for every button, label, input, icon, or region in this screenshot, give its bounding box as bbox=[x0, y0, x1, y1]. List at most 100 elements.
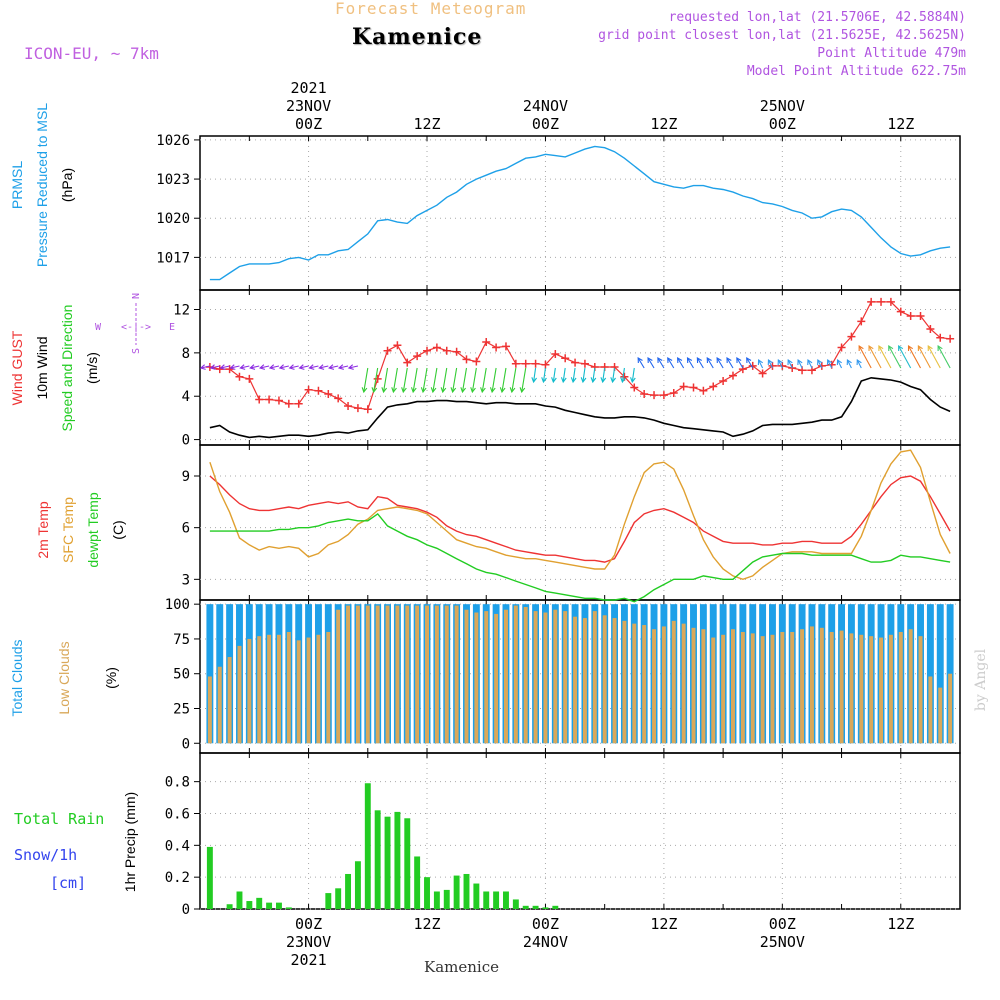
gust-marker bbox=[482, 338, 491, 347]
time-label-bottom: 00Z bbox=[295, 915, 322, 933]
gust-marker bbox=[353, 404, 362, 413]
bar-low-clouds bbox=[612, 618, 617, 744]
wind-arrow bbox=[452, 367, 458, 393]
gust-marker bbox=[492, 343, 501, 352]
bar-low-clouds bbox=[632, 623, 637, 744]
bar-low-clouds bbox=[385, 605, 390, 744]
wind-arrowhead bbox=[519, 387, 526, 394]
precip-unit-label: [cm] bbox=[50, 874, 86, 892]
wind-arrow bbox=[736, 357, 744, 369]
gust-marker bbox=[452, 347, 461, 356]
bar-low-clouds bbox=[770, 634, 775, 744]
bar-low-clouds bbox=[454, 605, 459, 744]
wind-arrowhead bbox=[630, 377, 636, 384]
bar-low-clouds bbox=[849, 633, 854, 744]
bar-low-clouds bbox=[286, 631, 291, 744]
wind-arrowhead bbox=[288, 364, 295, 370]
series-dewpt-temp bbox=[209, 512, 951, 603]
bar-precip bbox=[266, 902, 273, 909]
wind-arrowhead bbox=[927, 344, 933, 352]
bar-low-clouds bbox=[257, 636, 262, 744]
wind-arrowhead bbox=[878, 344, 884, 352]
gust-marker bbox=[501, 342, 510, 351]
bar-precip bbox=[236, 891, 243, 909]
wind-arrow bbox=[240, 365, 250, 369]
bar-low-clouds bbox=[247, 638, 252, 744]
wind-arrow bbox=[726, 357, 734, 369]
bar-precip bbox=[325, 893, 332, 909]
gust-marker bbox=[363, 405, 372, 414]
wind-arrow bbox=[491, 367, 497, 393]
gust-marker bbox=[245, 374, 254, 383]
chart-subtitle: Forecast Meteogram bbox=[335, 0, 527, 18]
gust-marker bbox=[640, 390, 649, 399]
wind-arrow bbox=[908, 345, 922, 369]
wind-arrowhead bbox=[637, 357, 643, 364]
gust-marker bbox=[344, 401, 353, 410]
y-tick-label: 25 bbox=[173, 701, 190, 717]
panel-frame-clouds bbox=[199, 599, 961, 754]
panel-label: Speed and Direction bbox=[59, 305, 75, 432]
bar-low-clouds bbox=[513, 605, 518, 744]
wind-arrowhead bbox=[371, 387, 378, 394]
bar-low-clouds bbox=[948, 673, 953, 744]
wind-arrowhead bbox=[736, 357, 742, 364]
gust-marker bbox=[867, 297, 876, 306]
gust-marker bbox=[403, 358, 412, 367]
y-tick-label: 6 bbox=[182, 521, 190, 537]
panel-label: PRMSL bbox=[9, 161, 25, 209]
gust-marker bbox=[886, 297, 895, 306]
panel-label: (C) bbox=[110, 520, 126, 539]
wind-arrowhead bbox=[509, 387, 516, 394]
wind-arrowhead bbox=[716, 357, 722, 364]
bar-low-clouds bbox=[504, 609, 508, 744]
location-title: Kamenice bbox=[352, 24, 483, 50]
precip-total-label: Total Rain bbox=[14, 810, 104, 828]
bar-low-clouds bbox=[721, 634, 726, 744]
wind-arrowhead bbox=[420, 387, 427, 394]
gust-marker bbox=[423, 346, 432, 355]
wind-arrowhead bbox=[229, 364, 236, 370]
bar-low-clouds bbox=[701, 629, 706, 744]
wind-arrow bbox=[461, 367, 468, 393]
bar-low-clouds bbox=[809, 626, 814, 744]
gust-marker bbox=[541, 360, 550, 369]
bar-low-clouds bbox=[602, 615, 607, 744]
wind-arrowhead bbox=[541, 377, 547, 384]
wind-arrow bbox=[289, 365, 299, 369]
wind-arrow bbox=[858, 345, 872, 369]
time-label-top: 12Z bbox=[650, 115, 677, 133]
series-prmsl bbox=[209, 145, 951, 281]
bar-low-clouds bbox=[731, 629, 735, 744]
bar-low-clouds bbox=[533, 611, 538, 744]
wind-arrow bbox=[200, 365, 210, 369]
time-label-top: 00Z bbox=[532, 115, 559, 133]
gust-marker bbox=[847, 332, 856, 341]
wind-arrow bbox=[927, 345, 941, 369]
bar-low-clouds bbox=[829, 631, 834, 744]
bar-precip bbox=[345, 873, 352, 909]
requested-coords: requested lon,lat (21.5706E, 42.5884N) bbox=[668, 10, 966, 25]
wind-arrowhead bbox=[600, 377, 607, 384]
gust-marker bbox=[877, 297, 886, 306]
wind-arrowhead bbox=[767, 358, 773, 366]
bar-precip bbox=[414, 856, 421, 909]
y-tick-label: 1026 bbox=[156, 133, 190, 149]
time-label-bottom: 00Z bbox=[532, 915, 559, 933]
bar-low-clouds bbox=[563, 611, 568, 744]
wind-arrow bbox=[856, 359, 862, 369]
gust-marker bbox=[235, 372, 244, 381]
wind-arrow bbox=[299, 365, 309, 369]
wind-arrowhead bbox=[937, 344, 943, 352]
panel-label: Wind GUST bbox=[9, 330, 25, 405]
wind-arrowhead bbox=[318, 364, 325, 370]
time-label-bottom: 12Z bbox=[413, 915, 440, 933]
wind-arrowhead bbox=[846, 358, 852, 366]
bar-low-clouds bbox=[750, 633, 755, 744]
bar-low-clouds bbox=[879, 637, 884, 744]
wind-arrow bbox=[319, 365, 329, 369]
wind-arrow bbox=[937, 345, 951, 369]
bar-low-clouds bbox=[573, 616, 578, 744]
wind-arrow bbox=[402, 367, 408, 393]
wind-arrow bbox=[827, 359, 833, 369]
